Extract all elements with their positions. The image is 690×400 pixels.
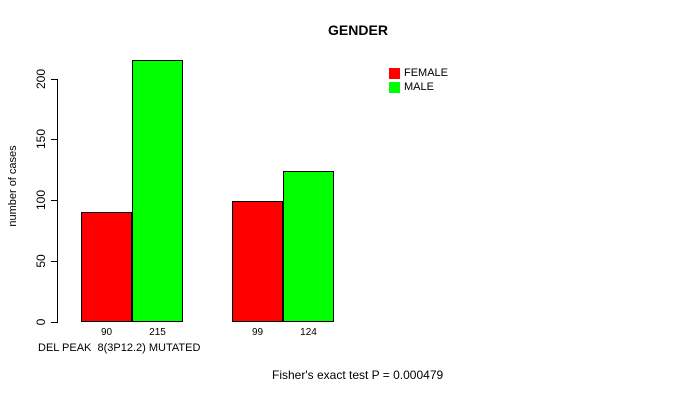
bar-value-label: 124: [300, 327, 317, 338]
bar-female-group2: [232, 201, 283, 322]
y-axis-tick: [51, 139, 58, 140]
bar-value-label: 99: [251, 327, 264, 338]
y-axis-tick: [51, 261, 58, 262]
y-axis-tick: [51, 322, 58, 323]
bar-female-group1: [81, 212, 132, 322]
y-axis-spine: [57, 79, 58, 323]
y-axis-tick: [51, 200, 58, 201]
bar-male-group1: [132, 60, 183, 322]
y-axis-tick-label: 200: [34, 68, 48, 90]
y-axis-tick-label: 0: [34, 318, 48, 326]
y-axis-tick-label: 150: [34, 128, 48, 150]
legend-swatch-female: [389, 67, 400, 79]
legend-swatch-male: [389, 81, 400, 93]
y-axis-tick: [51, 79, 58, 80]
legend: FEMALE MALE: [389, 66, 448, 94]
y-axis-tick-label: 50: [34, 254, 48, 268]
y-axis-label: number of cases: [7, 145, 19, 227]
x-axis-label: DEL PEAK 8(3P12.2) MUTATED: [38, 342, 201, 354]
bar-male-group2: [283, 171, 334, 322]
bar-value-label: 215: [149, 327, 166, 338]
chart-title: GENDER: [328, 22, 388, 38]
legend-row-female: FEMALE: [389, 66, 448, 80]
legend-label-male: MALE: [404, 81, 434, 93]
bar-value-label: 90: [100, 327, 113, 338]
y-axis-tick-label: 100: [34, 189, 48, 211]
legend-row-male: MALE: [389, 80, 448, 94]
fisher-test-annotation: Fisher's exact test P = 0.000479: [272, 368, 444, 382]
legend-label-female: FEMALE: [404, 67, 449, 79]
